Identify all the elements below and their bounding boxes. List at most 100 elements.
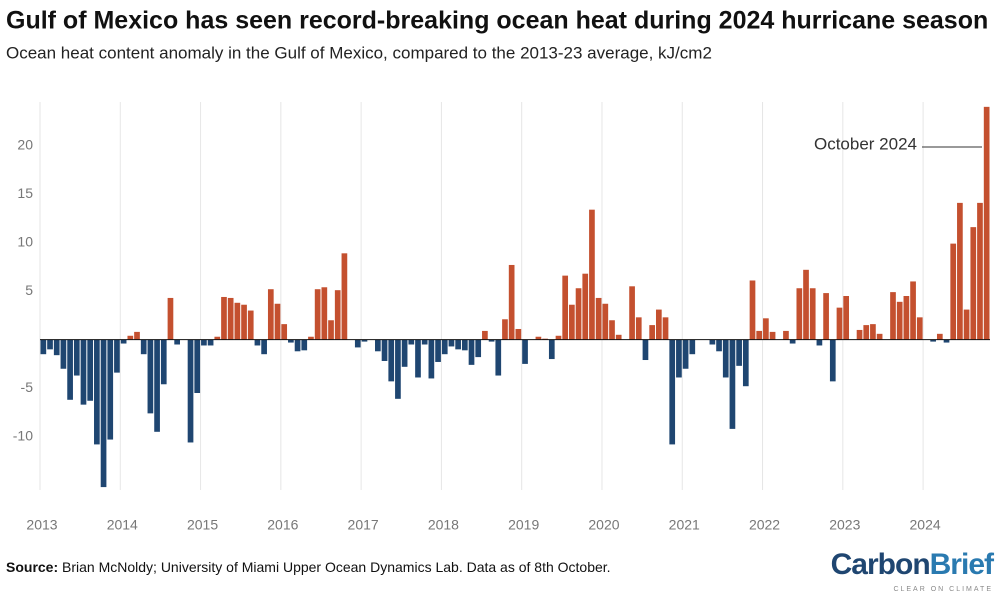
logo-carbon: Carbon	[831, 548, 930, 581]
bar	[669, 339, 676, 445]
bar	[722, 339, 729, 378]
bar	[789, 339, 796, 344]
bar	[615, 334, 622, 340]
bar	[649, 325, 655, 340]
bar	[100, 339, 107, 488]
bar	[321, 287, 328, 340]
bar	[241, 304, 247, 340]
bar	[682, 339, 689, 369]
bar	[910, 281, 916, 340]
bar	[736, 339, 742, 366]
bar	[903, 296, 910, 340]
bar	[201, 339, 207, 346]
bar	[401, 339, 408, 367]
bar	[160, 339, 167, 385]
bar	[47, 339, 53, 350]
bar	[836, 307, 843, 340]
bar	[548, 339, 555, 360]
bar	[448, 339, 455, 347]
bar	[742, 339, 749, 387]
bar	[114, 339, 120, 373]
bar	[187, 339, 194, 443]
bar	[154, 339, 160, 432]
bar	[502, 319, 508, 340]
bar	[428, 339, 435, 379]
bar	[167, 297, 174, 340]
bar	[214, 336, 221, 340]
bar	[816, 339, 823, 346]
bar	[468, 339, 475, 365]
source-text: Brian McNoldy; University of Miami Upper…	[58, 559, 610, 575]
x-tick-label: 2024	[910, 517, 941, 533]
bar	[783, 330, 789, 340]
bar	[936, 333, 943, 340]
bar	[281, 324, 288, 340]
bar	[395, 339, 401, 399]
bar	[769, 331, 776, 340]
bar	[977, 202, 983, 340]
bar	[308, 336, 314, 340]
x-tick-label: 2013	[26, 517, 57, 533]
bar	[294, 339, 301, 352]
bar	[107, 339, 114, 440]
bar	[415, 339, 421, 378]
bar	[435, 339, 441, 362]
bar	[589, 209, 595, 340]
bar	[227, 297, 234, 340]
bar	[655, 309, 662, 340]
bar	[642, 339, 649, 361]
bar	[354, 339, 361, 348]
bar	[863, 325, 870, 340]
bar	[375, 339, 381, 352]
bar	[328, 320, 334, 340]
bar	[823, 293, 829, 340]
bar	[729, 339, 736, 429]
bar	[689, 339, 696, 355]
source: Source: Brian McNoldy; University of Mia…	[6, 559, 611, 575]
bar	[950, 243, 957, 340]
bar	[983, 106, 990, 340]
logo: CarbonBrief	[831, 548, 995, 581]
bar	[361, 339, 368, 342]
bar	[40, 339, 47, 355]
y-tick-label: -10	[13, 427, 33, 443]
x-tick-label: 2014	[107, 517, 138, 533]
bar	[80, 339, 87, 405]
bar	[194, 339, 201, 393]
bar	[73, 339, 80, 376]
bar	[635, 317, 642, 340]
x-tick-label: 2015	[187, 517, 218, 533]
bar	[94, 339, 100, 445]
bar	[856, 329, 863, 340]
bar	[662, 317, 669, 340]
bar	[488, 339, 495, 342]
x-tick-label: 2017	[348, 517, 379, 533]
bar	[234, 302, 241, 340]
plot: -10 -5 5 10 15 20 2013 2014 2015 2016 2017 2018 2019…	[13, 102, 990, 533]
y-tick-label: 15	[17, 185, 33, 201]
bar	[274, 303, 281, 340]
bar	[461, 339, 468, 351]
x-tick-label: 2018	[428, 517, 459, 533]
y-tick-label: 20	[17, 136, 33, 152]
bar	[843, 296, 850, 340]
chart-title: Gulf of Mexico has seen record-breaking …	[6, 7, 988, 35]
bar	[53, 339, 60, 356]
bar	[749, 280, 756, 340]
bar	[602, 303, 609, 340]
bar	[87, 339, 94, 401]
bar	[261, 339, 267, 355]
bar	[957, 202, 963, 340]
chart-subtitle: Ocean heat content anomaly in the Gulf o…	[6, 43, 712, 62]
bar	[809, 288, 816, 340]
bar	[455, 339, 461, 350]
bar	[247, 310, 254, 340]
x-tick-label: 2016	[267, 517, 298, 533]
annotation: October 2024	[814, 134, 917, 153]
bar	[930, 339, 936, 342]
x-tick-label: 2021	[669, 517, 700, 533]
bar	[575, 288, 582, 340]
bar	[876, 333, 883, 340]
y-tick-label: 5	[25, 282, 33, 298]
